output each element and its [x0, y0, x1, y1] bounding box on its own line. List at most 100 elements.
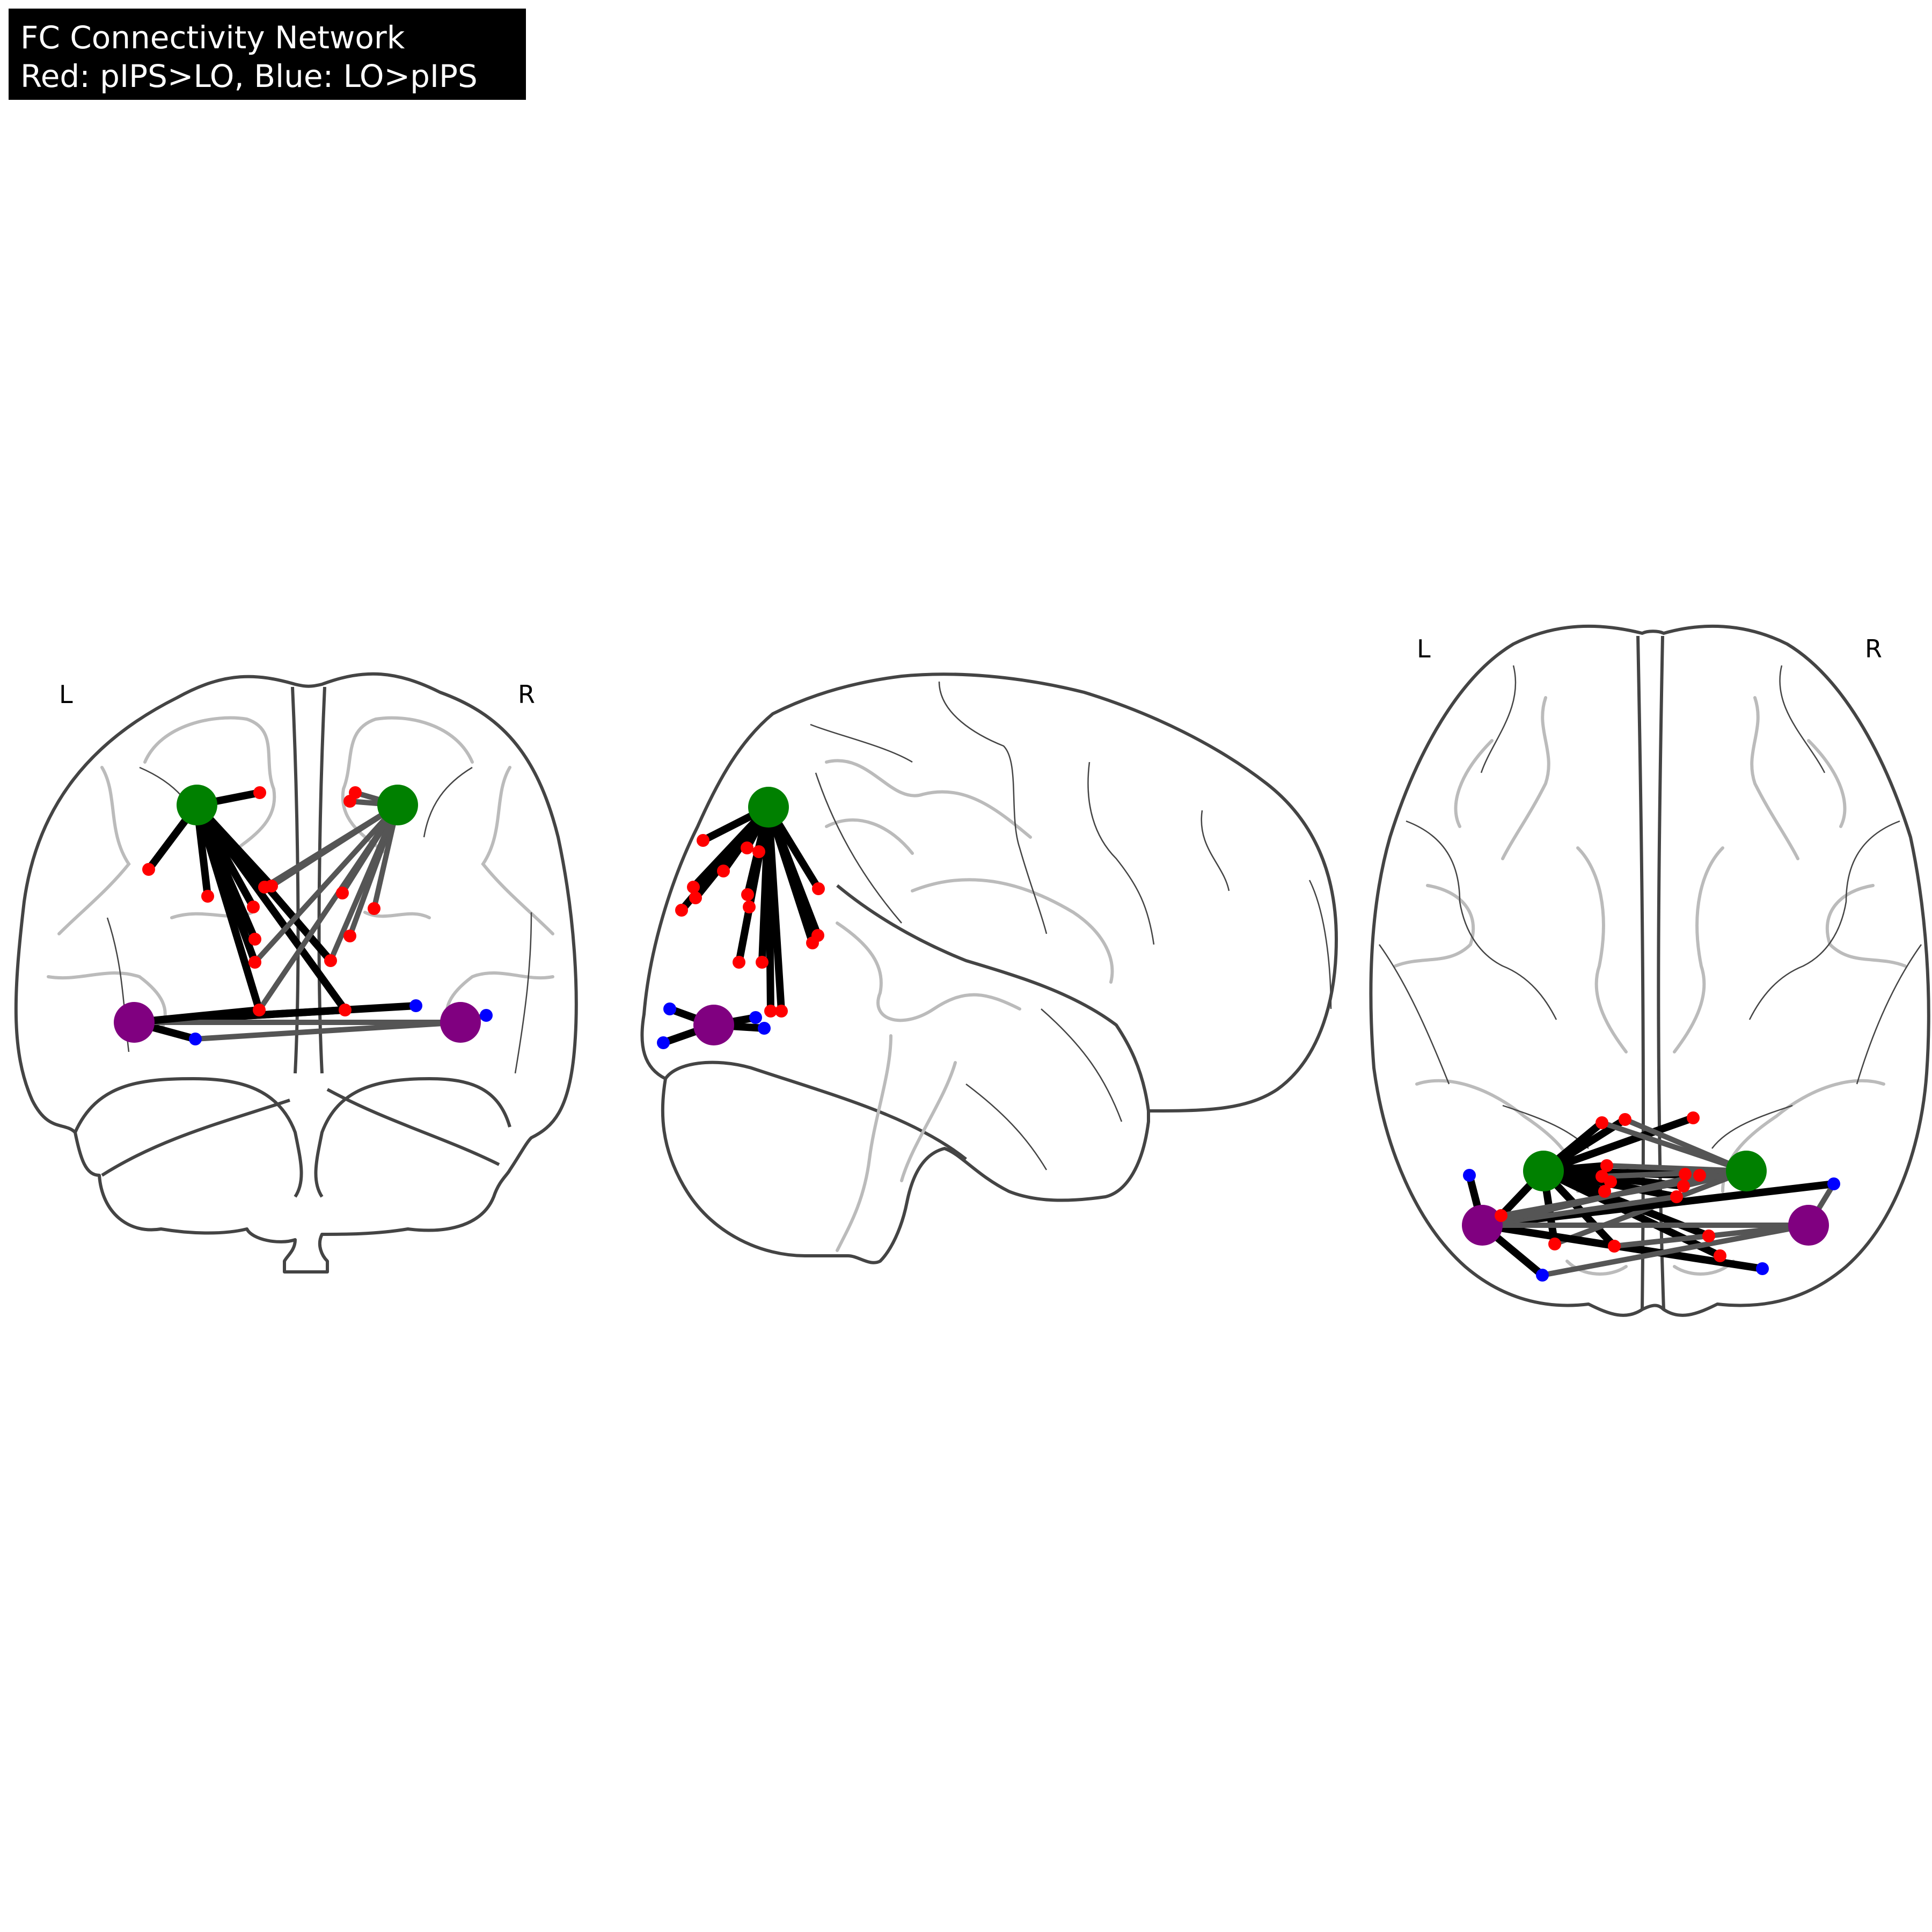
pips-gt-lo-node: [1687, 1111, 1700, 1124]
lo-seed-node: [114, 1002, 155, 1043]
axial-nodes: [1462, 1111, 1840, 1282]
connection-edge: [765, 803, 785, 1015]
lo-gt-pips-node: [657, 1036, 670, 1049]
connection-edge: [1540, 1223, 1811, 1278]
pips-gt-lo-node: [1714, 1249, 1726, 1262]
pips-gt-lo-node: [265, 880, 278, 892]
sagittal-sulci: [810, 681, 1332, 1170]
connection-edge: [130, 1006, 263, 1026]
pips-gt-lo-node: [1670, 1190, 1683, 1203]
sagittal-view: [640, 672, 1338, 1264]
connection-edge: [735, 803, 772, 966]
axial-right-label: R: [1865, 634, 1882, 663]
axial-view: L R: [1369, 624, 1930, 1317]
connection-edge: [1480, 1173, 1702, 1228]
connection-edge: [193, 1020, 463, 1042]
sagittal-gyri: [825, 759, 1114, 1252]
lo-gt-pips-node: [1536, 1269, 1549, 1282]
pips-gt-lo-node: [1596, 1170, 1608, 1183]
coronal-cerebellum: [74, 1077, 511, 1198]
pips-gt-lo-node: [1619, 1113, 1631, 1126]
pips-gt-lo-node: [343, 930, 356, 942]
connection-edge: [257, 802, 400, 1013]
pips-gt-lo-node: [806, 936, 819, 949]
pips-gt-lo-node: [201, 890, 214, 903]
pips-gt-lo-node: [756, 956, 769, 969]
pips-gt-lo-node: [247, 901, 260, 913]
connection-edge: [193, 801, 349, 1014]
lo-gt-pips-node: [1827, 1177, 1840, 1190]
pips-gt-lo-node: [1548, 1238, 1561, 1250]
connection-edge: [765, 803, 816, 947]
lo-gt-pips-node: [189, 1033, 202, 1045]
axial-gyri: [1394, 696, 1907, 1276]
pips-gt-lo-node: [253, 1004, 266, 1016]
pips-gt-lo-node: [741, 841, 753, 854]
connection-edge: [269, 802, 400, 889]
lo-seed-node: [440, 1002, 481, 1043]
pips-gt-lo-node: [687, 881, 700, 894]
pips-gt-lo-node: [368, 902, 380, 915]
pips-gt-lo-node: [697, 834, 709, 847]
pips-gt-lo-node: [743, 901, 756, 913]
lo-gt-pips-node: [480, 1009, 493, 1022]
connection-edge: [1622, 1117, 1749, 1174]
sagittal-nodes: [657, 787, 825, 1049]
pips-gt-lo-node: [733, 956, 745, 969]
pips-gt-lo-node: [775, 1005, 788, 1018]
pips-gt-lo-node: [248, 956, 261, 969]
pips-seed-node: [177, 785, 217, 825]
pips-seed-node: [748, 787, 789, 828]
lo-seed-node: [1462, 1205, 1503, 1246]
pips-gt-lo-node: [812, 882, 825, 895]
lo-gt-pips-node: [663, 1002, 676, 1015]
pips-gt-lo-node: [741, 888, 754, 901]
axial-outline: [1369, 624, 1930, 1317]
title-box: FC Connectivity Network Red: pIPS>LO, Bl…: [9, 9, 526, 100]
title-line-2: Red: pIPS>LO, Blue: LO>pIPS: [20, 58, 478, 94]
lo-gt-pips-node: [1463, 1169, 1476, 1182]
coronal-view: L R: [14, 672, 578, 1274]
axial-left-label: L: [1417, 634, 1431, 663]
coronal-gyri: [47, 716, 554, 1032]
sagittal-temporal: [664, 884, 1150, 1161]
pips-gt-lo-node: [343, 795, 356, 808]
pips-gt-lo-node: [1702, 1230, 1715, 1242]
pips-gt-lo-node: [689, 891, 702, 904]
connection-edge: [328, 802, 400, 963]
lo-seed-node: [1788, 1205, 1829, 1246]
lo-seed-node: [693, 1005, 734, 1045]
pips-seed-node: [1726, 1151, 1767, 1191]
coronal-edges: [130, 789, 489, 1043]
lo-gt-pips-node: [409, 999, 422, 1012]
lo-gt-pips-node: [758, 1022, 771, 1035]
pips-gt-lo-node: [752, 845, 765, 858]
pips-gt-lo-node: [1598, 1185, 1611, 1198]
lo-gt-pips-node: [749, 1011, 762, 1024]
pips-gt-lo-node: [1608, 1240, 1621, 1253]
pips-gt-lo-node: [248, 933, 261, 946]
connection-edge: [252, 802, 400, 965]
pips-gt-lo-node: [1495, 1209, 1507, 1222]
lo-gt-pips-node: [1756, 1262, 1769, 1275]
pips-gt-lo-node: [1679, 1168, 1692, 1181]
coronal-nodes: [114, 785, 493, 1045]
connection-edge: [1540, 1114, 1697, 1175]
coronal-outline: [14, 672, 578, 1274]
pips-seed-node: [1523, 1151, 1564, 1191]
pips-gt-lo-node: [1596, 1116, 1608, 1129]
pips-gt-lo-node: [1677, 1180, 1690, 1192]
pips-gt-lo-node: [1600, 1159, 1613, 1172]
pips-gt-lo-node: [675, 904, 688, 917]
pips-gt-lo-node: [324, 954, 337, 967]
coronal-right-label: R: [518, 680, 535, 709]
pips-gt-lo-node: [1693, 1169, 1706, 1182]
connection-edge: [193, 801, 263, 1014]
axial-sulci: [1378, 665, 1922, 1149]
coronal-left-label: L: [59, 680, 73, 709]
title-line-1: FC Connectivity Network: [20, 19, 405, 56]
pips-gt-lo-node: [336, 887, 349, 899]
pips-gt-lo-node: [717, 865, 730, 877]
pips-gt-lo-node: [764, 1005, 777, 1018]
